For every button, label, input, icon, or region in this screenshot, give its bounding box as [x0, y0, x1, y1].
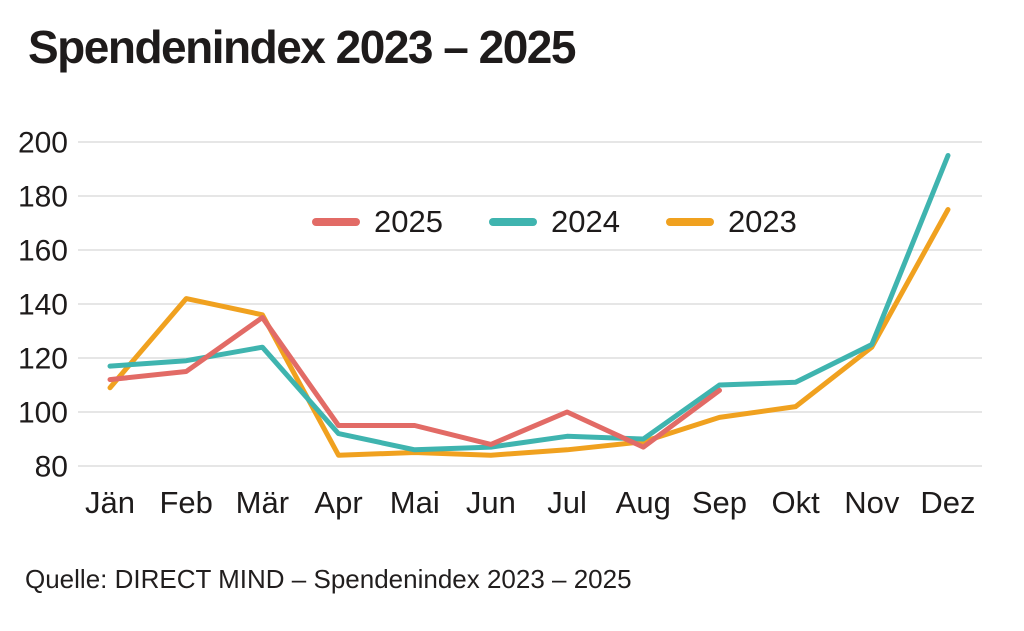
- legend-swatch-2024: [488, 217, 537, 226]
- x-tick-label-Dez: Dez: [920, 485, 975, 520]
- x-tick-label-Mär: Mär: [236, 485, 289, 520]
- legend-item-2025: 2025: [312, 206, 443, 237]
- legend-label-2024: 2024: [550, 204, 620, 239]
- y-tick-label-100: 100: [18, 397, 68, 430]
- series-line-2025: [107, 315, 722, 450]
- y-tick-label-200: 200: [18, 127, 68, 160]
- x-tick-label-Sep: Sep: [692, 485, 747, 520]
- x-tick-label-Nov: Nov: [844, 485, 900, 520]
- y-tick-label-140: 140: [18, 289, 68, 322]
- legend-label-2025: 2025: [374, 204, 443, 239]
- x-tick-label-Jän: Jän: [85, 485, 135, 520]
- chart-legend: 2025 2024 2023: [302, 202, 807, 241]
- x-tick-label-Jun: Jun: [466, 485, 516, 520]
- legend-item-2023: 2023: [665, 204, 797, 239]
- x-tick-label-Okt: Okt: [772, 485, 821, 520]
- x-tick-label-Feb: Feb: [159, 485, 212, 520]
- x-tick-label-Apr: Apr: [314, 485, 362, 520]
- y-tick-label-80: 80: [35, 451, 68, 484]
- series-line-2024: [107, 153, 951, 453]
- legend-swatch-2025: [312, 217, 360, 226]
- y-tick-label-120: 120: [18, 343, 68, 376]
- x-tick-label-Jul: Jul: [547, 485, 587, 520]
- page-title: Spendenindex 2023 – 2025: [28, 21, 576, 73]
- legend-item-2024: 2024: [488, 204, 620, 239]
- legend-swatch-2023: [665, 217, 714, 226]
- legend-label-2023: 2023: [727, 204, 797, 239]
- source-caption: Quelle: DIRECT MIND – Spendenindex 2023 …: [25, 564, 632, 594]
- series-line-2023: [107, 207, 951, 458]
- x-tick-label-Aug: Aug: [616, 485, 671, 520]
- x-tick-label-Mai: Mai: [390, 485, 440, 520]
- y-tick-label-160: 160: [18, 235, 68, 268]
- y-tick-label-180: 180: [18, 181, 68, 214]
